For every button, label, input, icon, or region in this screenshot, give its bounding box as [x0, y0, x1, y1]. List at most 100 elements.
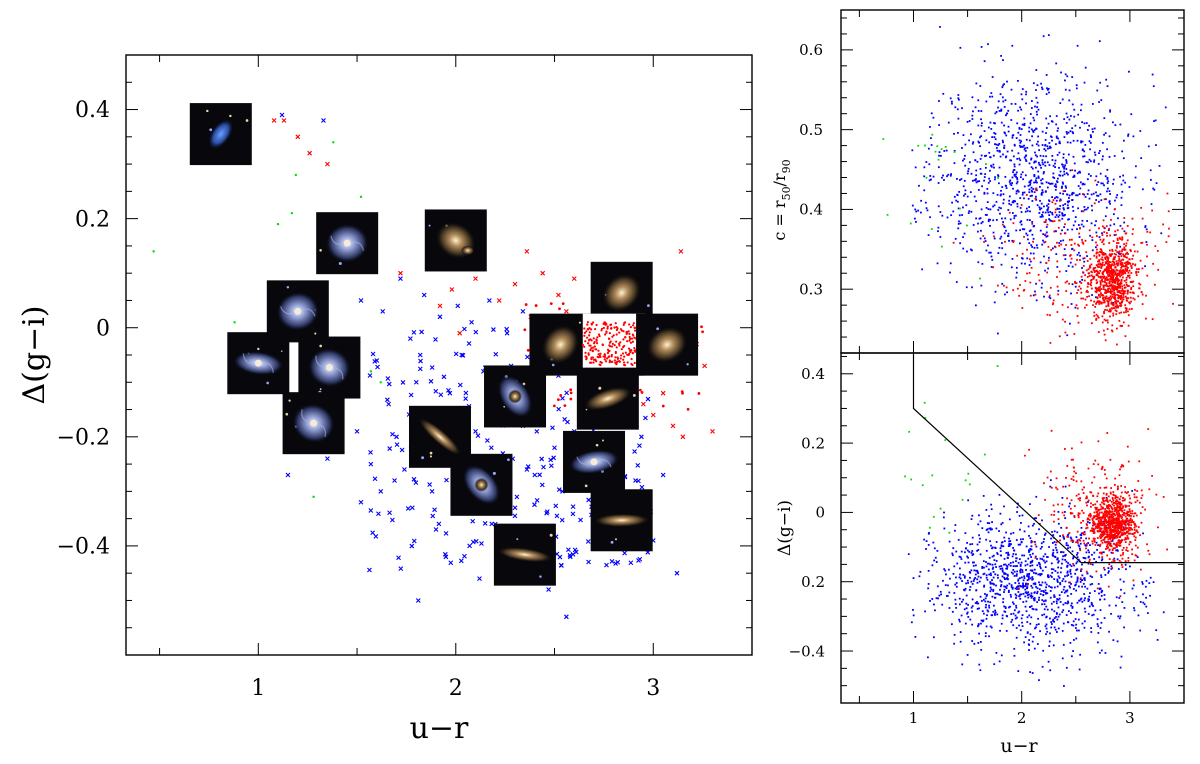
data-point: [1017, 109, 1019, 112]
data-point: [1007, 130, 1010, 133]
data-point: [1105, 291, 1108, 294]
data-point: [1071, 191, 1074, 194]
data-point: [1119, 503, 1122, 506]
data-point: [1121, 289, 1124, 292]
data-point: [1100, 516, 1103, 519]
data-point: [1019, 563, 1022, 566]
data-point: [1102, 498, 1104, 501]
data-point: [1110, 565, 1113, 568]
data-point: [1121, 237, 1124, 240]
data-point: [985, 529, 988, 531]
data-point: [1090, 204, 1093, 207]
data-point: [1064, 254, 1067, 257]
data-point: [1111, 269, 1113, 272]
data-point: [977, 572, 979, 575]
data-point: [992, 163, 995, 166]
data-point: [1081, 563, 1083, 566]
data-point: [1099, 609, 1102, 611]
data-point: [1076, 629, 1078, 632]
data-point: [1076, 253, 1079, 256]
data-point: [660, 472, 666, 478]
data-point: [956, 200, 959, 203]
data-point: [670, 423, 676, 429]
data-point: [1074, 216, 1077, 218]
data-point: [1092, 605, 1094, 607]
data-point: [1028, 639, 1031, 641]
data-point: [1124, 256, 1127, 258]
data-point: [1048, 164, 1051, 166]
data-point: [967, 472, 970, 475]
data-point: [1099, 276, 1102, 279]
data-point: [1128, 501, 1131, 504]
data-point: [920, 211, 922, 214]
data-point: [1062, 643, 1065, 646]
data-point: [1089, 134, 1092, 137]
data-point: [1122, 291, 1125, 294]
data-point: [1029, 671, 1032, 673]
data-point: [1106, 256, 1109, 259]
data-point: [1098, 592, 1100, 595]
data-point: [942, 516, 945, 519]
data-point: [1036, 101, 1039, 104]
data-point: [430, 513, 436, 519]
data-point: [444, 477, 449, 483]
data-point: [1099, 627, 1102, 629]
data-point: [534, 304, 538, 307]
data-point: [954, 106, 957, 109]
data-point: [1100, 574, 1102, 577]
data-point: [1046, 630, 1049, 633]
data-point: [1139, 601, 1142, 603]
data-point: [1108, 249, 1111, 252]
data-point: [556, 487, 562, 493]
data-point: [1076, 601, 1079, 604]
data-point: [1041, 88, 1044, 91]
data-point: [983, 130, 986, 133]
data-point: [1107, 546, 1109, 549]
data-point: [1146, 243, 1148, 246]
data-point: [1065, 160, 1068, 163]
bottom-right-y-axis-label: Δ(g−i): [775, 500, 795, 556]
galaxy-thumbnail: [227, 332, 290, 395]
data-point: [991, 76, 994, 78]
data-point: [1081, 579, 1084, 581]
data-point: [1076, 568, 1079, 571]
data-point: [1123, 527, 1126, 530]
data-point: [1021, 514, 1024, 517]
data-point: [1121, 248, 1124, 251]
data-point: [1117, 283, 1120, 286]
data-point: [1051, 154, 1054, 157]
data-point: [1040, 546, 1043, 548]
data-point: [1018, 126, 1021, 129]
data-point: [390, 517, 395, 523]
data-point: [1123, 284, 1126, 287]
data-point: [925, 207, 928, 210]
data-point: [953, 529, 956, 532]
data-point: [1038, 279, 1041, 282]
data-point: [1106, 505, 1109, 508]
data-point: [1062, 239, 1065, 242]
data-point: [1001, 86, 1004, 89]
data-point: [279, 112, 285, 118]
data-point: [1076, 539, 1079, 542]
data-point: [1099, 251, 1101, 253]
data-point: [1120, 509, 1123, 512]
data-point: [1112, 260, 1114, 263]
data-point: [972, 580, 975, 582]
data-point: [1100, 519, 1102, 522]
data-point: [1150, 178, 1152, 181]
data-point: [1134, 176, 1137, 179]
data-point: [953, 592, 956, 594]
data-point: [1119, 554, 1122, 557]
data-point: [1111, 526, 1114, 529]
data-point: [1031, 524, 1034, 527]
data-point: [1133, 298, 1136, 301]
data-point: [1124, 537, 1127, 539]
data-point: [436, 521, 442, 527]
bottom-right-points-layer: [904, 365, 1168, 687]
data-point: [1005, 531, 1007, 534]
data-point: [1058, 207, 1061, 210]
data-point: [943, 568, 946, 571]
data-point: [1084, 298, 1087, 301]
data-point: [1086, 255, 1088, 258]
data-point: [1030, 158, 1032, 161]
